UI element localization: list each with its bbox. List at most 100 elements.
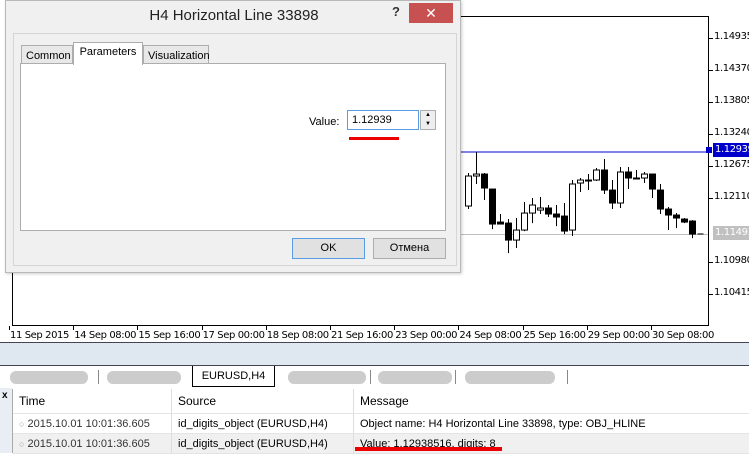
price-tick xyxy=(709,198,713,199)
time-label: 11 Sep 2015 xyxy=(10,330,69,341)
log-source: id_digits_object (EURUSD,H4) xyxy=(171,414,328,433)
price-label: 1.10980 xyxy=(714,255,749,266)
column-message[interactable]: Message xyxy=(353,389,409,413)
log-dot-icon: ○ xyxy=(19,419,25,429)
table-header: Time Source Message xyxy=(13,389,749,414)
price-label: 1.13240 xyxy=(714,127,749,138)
highlight-underline xyxy=(355,447,502,451)
tab-parameters[interactable]: Parameters xyxy=(73,42,143,65)
time-tick xyxy=(458,326,460,330)
hline-handle[interactable] xyxy=(706,147,712,153)
time-label: 21 Sep 16:00 xyxy=(331,330,393,341)
price-tick xyxy=(709,166,713,167)
time-tick xyxy=(73,326,75,330)
spin-up-icon[interactable]: ▲ xyxy=(425,112,431,118)
toolbox-side-strip: x xyxy=(0,388,12,453)
time-tick xyxy=(522,326,524,330)
price-tick xyxy=(709,102,713,103)
table-row[interactable]: ○ 2015.10.01 10:01:36.605 id_digits_obje… xyxy=(13,434,749,454)
time-tick xyxy=(137,326,139,330)
candle-body xyxy=(633,177,640,180)
time-label: 14 Sep 08:00 xyxy=(74,330,137,341)
close-icon[interactable]: x xyxy=(2,390,8,401)
blurred-tab[interactable] xyxy=(288,371,366,384)
candle-body xyxy=(665,208,672,216)
log-table: Time Source Message ○ 2015.10.01 10:01:3… xyxy=(12,389,749,454)
blurred-tab[interactable] xyxy=(107,371,181,384)
column-time[interactable]: Time xyxy=(19,394,46,408)
candle-body xyxy=(569,183,576,231)
blurred-tab[interactable] xyxy=(465,371,555,384)
tab-common[interactable]: Common xyxy=(21,45,73,64)
table-row[interactable]: ○ 2015.10.01 10:01:36.605 id_digits_obje… xyxy=(13,414,749,434)
candle-body xyxy=(481,173,488,189)
blurred-tab[interactable] xyxy=(10,371,88,384)
time-tick xyxy=(265,326,267,330)
panel-splitter[interactable] xyxy=(0,342,749,366)
price-tick xyxy=(709,38,713,39)
highlight-underline xyxy=(349,137,399,140)
candle-body xyxy=(497,221,504,225)
help-button[interactable]: ? xyxy=(392,4,400,19)
column-source[interactable]: Source xyxy=(171,389,216,413)
candle-body xyxy=(465,175,472,207)
blurred-tab[interactable] xyxy=(378,371,452,384)
value-spinner[interactable]: ▲ ▼ xyxy=(420,110,436,130)
candle-body xyxy=(553,213,560,218)
dialog-title: H4 Horizontal Line 33898 xyxy=(149,7,319,24)
time-tick xyxy=(9,326,10,330)
dialog-frame: Common Parameters Visualization Value: ▲… xyxy=(13,33,457,266)
price-label: 1.10415 xyxy=(714,287,749,298)
ok-button[interactable]: OK xyxy=(292,238,365,259)
spin-down-icon[interactable]: ▼ xyxy=(425,121,431,127)
value-input[interactable] xyxy=(347,110,419,130)
object-properties-dialog: H4 Horizontal Line 33898 ? ✕ Common Para… xyxy=(5,0,461,273)
toolbox-panel: EURUSD,H4 x Time Source Message ○ 2015.1… xyxy=(0,342,749,454)
candle-body xyxy=(625,171,632,179)
time-label: 18 Sep 08:00 xyxy=(266,330,329,341)
price-label: 1.12675 xyxy=(714,159,749,170)
time-label: 23 Sep 00:00 xyxy=(395,330,458,341)
tab-visualization[interactable]: Visualization xyxy=(143,45,210,64)
tab-eurusd-h4[interactable]: EURUSD,H4 xyxy=(192,366,275,387)
cancel-button[interactable]: Отмена xyxy=(373,238,446,259)
candle-body xyxy=(601,169,608,191)
time-label: 24 Sep 08:00 xyxy=(459,330,522,341)
log-time: 2015.10.01 10:01:36.605 xyxy=(27,438,150,450)
candle-body xyxy=(513,229,520,241)
price-tick xyxy=(709,134,713,135)
price-label: 1.13805 xyxy=(714,95,749,106)
time-label: 29 Sep 00:00 xyxy=(587,330,650,341)
candle-body xyxy=(473,173,480,177)
price-tick xyxy=(709,70,713,71)
log-dot-icon: ○ xyxy=(19,439,25,449)
time-tick xyxy=(394,326,396,330)
time-label: 30 Sep 08:00 xyxy=(652,330,714,341)
candle-body xyxy=(505,222,512,241)
candle-body xyxy=(609,189,616,204)
candle-body xyxy=(561,215,568,232)
close-button[interactable]: ✕ xyxy=(409,3,453,23)
parameters-panel: Value: ▲▼ xyxy=(20,63,446,231)
time-tick xyxy=(330,326,331,330)
candle-body xyxy=(689,220,696,235)
log-message: Object name: H4 Horizontal Line 33898, t… xyxy=(353,414,646,433)
log-source: id_digits_object (EURUSD,H4) xyxy=(171,434,328,453)
time-label: 15 Sep 16:00 xyxy=(138,330,201,341)
time-tick xyxy=(651,326,652,330)
price-label: 1.14935 xyxy=(714,31,749,42)
candle-body xyxy=(617,171,624,204)
candle-body xyxy=(529,204,536,214)
candle-body xyxy=(545,207,552,215)
candle-body xyxy=(657,189,664,210)
time-label: 25 Sep 16:00 xyxy=(523,330,586,341)
candle-body xyxy=(585,179,592,182)
bid-price-label: 1.11493 xyxy=(713,226,749,240)
hline-price-label: 1.12939 xyxy=(713,143,749,157)
chart-tabs: EURUSD,H4 xyxy=(0,366,749,388)
candle-body xyxy=(673,214,680,219)
log-time: 2015.10.01 10:01:36.605 xyxy=(27,418,150,430)
time-label: 17 Sep 00:00 xyxy=(202,330,265,341)
candle-body xyxy=(681,218,688,223)
time-tick xyxy=(201,326,203,330)
